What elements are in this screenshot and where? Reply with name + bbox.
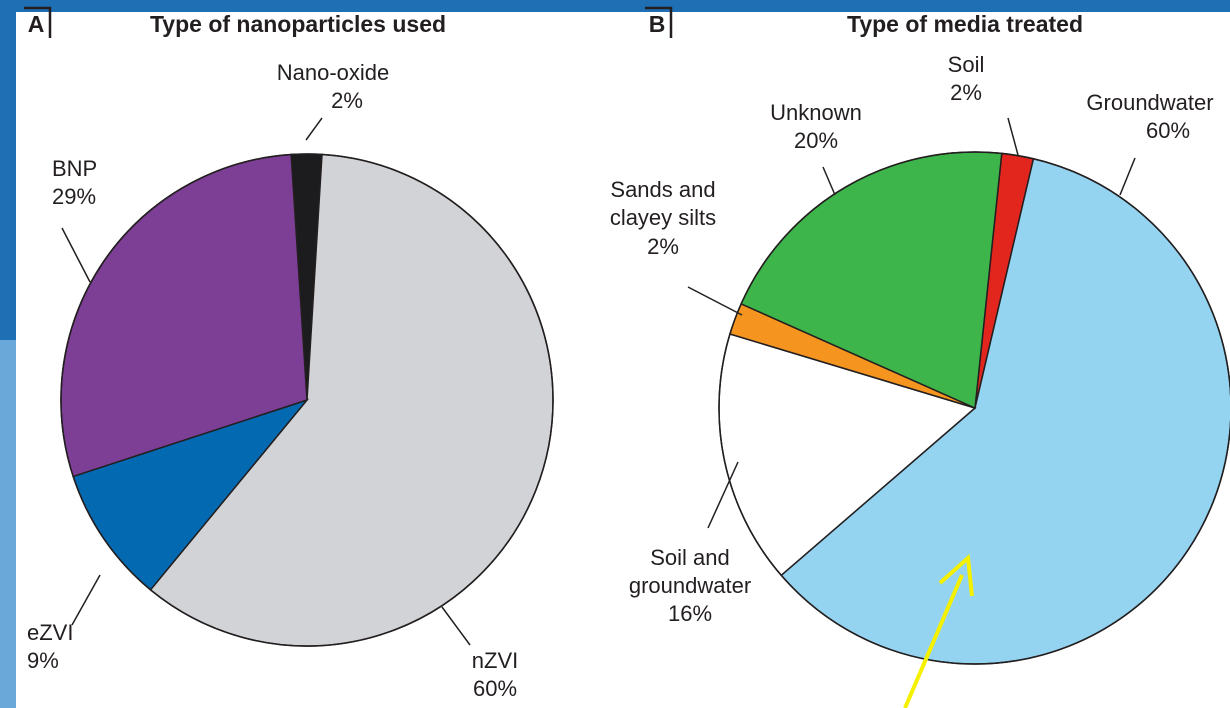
leader-line [707,461,739,529]
panel-box [24,6,52,38]
slice-value-label: 9% [27,648,59,673]
arrow-shaft [903,574,964,708]
leader-line [822,166,836,196]
slice-label: eZVI [27,620,73,645]
panel-box [645,6,673,38]
chart-title: Type of nanoparticles used [150,11,446,37]
slice-label: BNP [52,156,97,181]
pie-outline [718,151,1230,665]
panel-label: A [28,11,45,37]
leader-line [687,286,743,316]
slice-label: nZVI [472,648,518,673]
leader-line [61,227,91,283]
slice-label: Groundwater [1086,90,1213,115]
chart-title: Type of media treated [847,11,1083,37]
slice-value-label: 2% [331,88,363,113]
slice-label: Soil [948,52,985,77]
annotation-arrow [903,553,974,708]
background-strip [0,340,16,708]
slice-label: Nano-oxide [277,60,390,85]
slice-value-label: 60% [473,676,517,701]
leader-line [1007,117,1019,156]
leader-line [71,574,101,626]
leader-line [305,117,323,141]
slice-label: Sands and clayey silts [610,177,716,230]
slice-value-label: 2% [950,80,982,105]
slice-value-label: 2% [647,234,679,259]
slice-value-label: 16% [668,601,712,626]
slice-label: Soil and groundwater [629,545,751,598]
arrow-head [938,553,974,597]
leader-line [1119,157,1136,196]
slice-value-label: 60% [1146,118,1190,143]
slice-label: Unknown [770,100,862,125]
slice-value-label: 20% [794,128,838,153]
marks: A Type of nanoparticles used Nano-oxide 2% n… [24,6,1230,701]
slice-value-label: 29% [52,184,96,209]
pie-outline [60,153,554,647]
leader-line [441,606,471,646]
panel-label: B [649,11,666,37]
